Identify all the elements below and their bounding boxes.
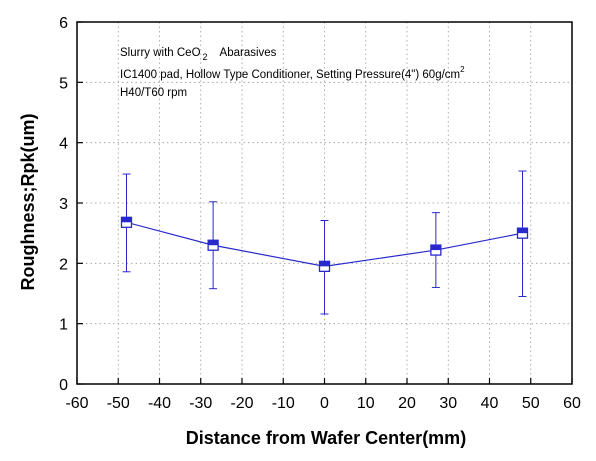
y-tick-label: 0 — [59, 377, 68, 394]
annotation-line-2-main: IC1400 pad, Hollow Type Conditioner, Set… — [120, 69, 460, 81]
x-tick-label: -60 — [65, 395, 88, 412]
x-tick-label: 50 — [522, 395, 540, 412]
annotation-line-2: IC1400 pad, Hollow Type Conditioner, Set… — [120, 65, 465, 81]
x-tick-label: -30 — [189, 395, 212, 412]
data-series — [120, 170, 529, 315]
x-tick-label: -50 — [107, 395, 130, 412]
annotation-line-1-prefix: Slurry with CeO — [120, 47, 201, 59]
y-axis-title: Roughness;Rpk(um) — [18, 114, 38, 291]
x-axis-title: Distance from Wafer Center(mm) — [186, 428, 466, 448]
y-tick-label: 6 — [59, 15, 68, 32]
data-point-marker-fill — [121, 217, 132, 223]
data-point-marker-fill — [319, 261, 330, 267]
x-tick-label: -40 — [148, 395, 171, 412]
x-tick-label: 40 — [481, 395, 499, 412]
data-point-marker-fill — [208, 240, 219, 246]
data-point-marker-fill — [517, 228, 528, 234]
y-tick-label: 3 — [59, 196, 68, 213]
y-tick-label: 4 — [59, 136, 68, 153]
y-tick-label: 1 — [59, 317, 68, 334]
annotation-line-3: H40/T60 rpm — [120, 87, 187, 99]
x-tick-label: 0 — [320, 395, 329, 412]
annotation-line-1-subscript: 2 — [203, 52, 208, 62]
x-tick-label: -20 — [230, 395, 253, 412]
annotation-line-1-suffix: Abarasives — [220, 47, 277, 59]
axis-ticks: -60 -50 -40 -30 -20 -10 0 10 20 30 40 50 60 0 1 2 3 4 5 6 — [59, 15, 581, 412]
x-tick-label: 10 — [357, 395, 375, 412]
x-tick-label: 60 — [563, 395, 581, 412]
y-tick-label: 2 — [59, 256, 68, 273]
annotation-line-1: Slurry with CeO 2 Abarasives — [120, 47, 277, 62]
annotation-line-2-superscript: 2 — [460, 65, 465, 74]
data-point-marker-fill — [430, 245, 441, 251]
x-tick-label: -10 — [272, 395, 295, 412]
x-tick-label: 30 — [439, 395, 457, 412]
y-tick-label: 5 — [59, 75, 68, 92]
x-tick-label: 20 — [398, 395, 416, 412]
